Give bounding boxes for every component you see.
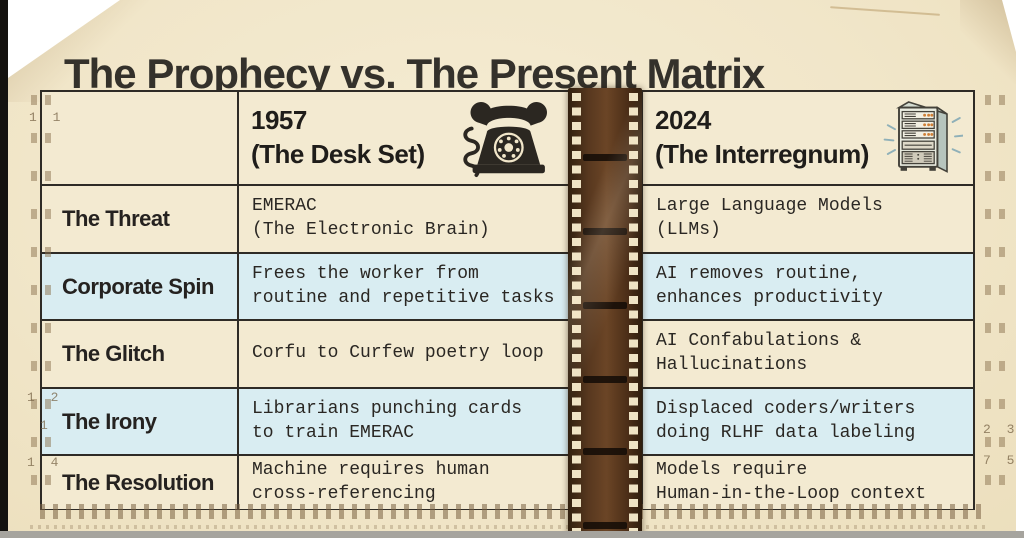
edge-digit: 1 xyxy=(40,418,52,433)
film-frame-divider xyxy=(583,302,627,309)
table-row: The Threat EMERAC (The Electronic Brain)… xyxy=(42,184,973,252)
header-2024: 2024 (The Interregnum) xyxy=(641,92,973,184)
cell-2024: Displaced coders/writers doing RLHF data… xyxy=(641,387,973,454)
punch-marks-bottom-faint xyxy=(30,525,990,529)
header-2024-subtitle: (The Interregnum) xyxy=(655,139,869,169)
cell-2024: Models require Human-in-the-Loop context xyxy=(641,454,973,509)
paper-crack xyxy=(830,6,940,16)
header-1957-year: 1957 xyxy=(251,105,307,136)
row-label: Corporate Spin xyxy=(42,252,237,319)
edge-digit: 1 1 xyxy=(29,110,65,125)
film-frame-divider xyxy=(583,154,627,161)
row-label: The Threat xyxy=(42,184,237,252)
film-strip xyxy=(568,88,642,538)
comparison-table: 1957 (The Desk Set) xyxy=(40,90,975,510)
header-2024-year: 2024 xyxy=(655,105,711,136)
punch-marks-left xyxy=(31,95,37,503)
rotary-phone-icon xyxy=(455,100,553,183)
server-rack-icon xyxy=(875,96,964,185)
film-frame-divider xyxy=(583,376,627,383)
edge-digit: 7 5 xyxy=(983,453,1019,468)
cell-2024: AI removes routine, enhances productivit… xyxy=(641,252,973,319)
punch-marks-right xyxy=(999,95,1005,503)
row-label: The Glitch xyxy=(42,319,237,387)
edge-digit: 2 3 xyxy=(983,422,1019,437)
sprocket-holes-right xyxy=(629,93,638,534)
punch-marks-bottom xyxy=(40,504,985,519)
cell-2024: Large Language Models (LLMs) xyxy=(641,184,973,252)
film-frame-divider xyxy=(583,522,627,529)
film-frame-divider xyxy=(583,448,627,455)
header-empty-cell xyxy=(42,92,237,184)
table-body: The Threat EMERAC (The Electronic Brain)… xyxy=(42,184,973,509)
table-row: The Irony Librarians punching cards to t… xyxy=(42,387,973,454)
screen-edge-bar-bottom xyxy=(0,531,1024,538)
row-label: The Irony xyxy=(42,387,237,454)
film-frame-divider xyxy=(583,228,627,235)
edge-digit: 1 2 xyxy=(27,390,63,405)
torn-corner-shading xyxy=(960,0,1016,84)
edge-digit: 1 4 xyxy=(27,455,63,470)
sprocket-holes-left xyxy=(572,93,581,534)
punch-marks-left xyxy=(45,95,51,503)
table-row: The Resolution Machine requires human cr… xyxy=(42,454,973,509)
table-row: Corporate Spin Frees the worker from rou… xyxy=(42,252,973,319)
page-title: The Prophecy vs. The Present Matrix xyxy=(64,50,765,98)
table-header-row: 1957 (The Desk Set) xyxy=(42,92,973,184)
film-sheen xyxy=(568,88,642,538)
punch-marks-right xyxy=(985,95,991,503)
table-row: The Glitch Corfu to Curfew poetry loop A… xyxy=(42,319,973,387)
row-label: The Resolution xyxy=(42,454,237,509)
screen-edge-bar-left xyxy=(0,0,8,538)
header-1957-subtitle: (The Desk Set) xyxy=(251,139,425,169)
cell-2024: AI Confabulations & Hallucinations xyxy=(641,319,973,387)
